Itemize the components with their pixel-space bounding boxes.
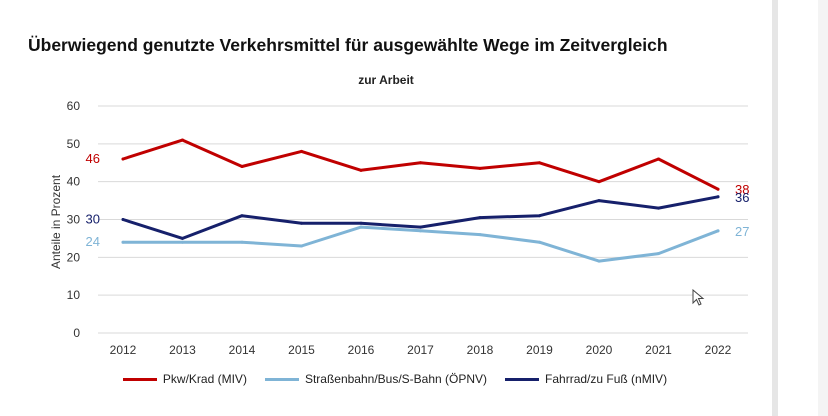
data-point-oepnv xyxy=(240,240,244,244)
data-point-oepnv xyxy=(716,229,720,233)
x-tick-label: 2016 xyxy=(348,343,375,357)
y-tick-label: 30 xyxy=(67,213,81,227)
start-label-miv: 46 xyxy=(86,151,100,166)
x-tick-label: 2021 xyxy=(645,343,672,357)
side-strip xyxy=(818,0,828,416)
data-point-miv xyxy=(359,168,363,172)
data-point-miv xyxy=(121,157,125,161)
y-tick-label: 20 xyxy=(67,250,81,264)
start-label-nmiv: 30 xyxy=(86,212,100,227)
legend-item-miv: Pkw/Krad (MIV) xyxy=(122,372,247,386)
end-label-oepnv: 27 xyxy=(735,224,749,239)
data-point-oepnv xyxy=(181,240,184,244)
x-axis-ticks: 2012 2013 2014 2015 2016 2017 2018 2019 2020 2021… xyxy=(110,343,732,357)
legend: Pkw/Krad (MIV) Straßenbahn/Bus/S-Bahn (ÖP… xyxy=(0,372,790,386)
legend-label: Pkw/Krad (MIV) xyxy=(162,372,247,386)
x-tick-label: 2017 xyxy=(407,343,434,357)
x-tick-label: 2014 xyxy=(229,343,256,357)
chart-subtitle: zur Arbeit xyxy=(358,73,414,87)
data-point-miv xyxy=(181,138,184,142)
data-point-nmiv xyxy=(419,225,422,229)
data-point-miv xyxy=(597,180,601,184)
legend-swatch xyxy=(122,377,157,381)
x-tick-label: 2022 xyxy=(705,343,732,357)
data-point-miv xyxy=(478,166,482,170)
end-label-miv: 38 xyxy=(735,182,749,197)
data-point-nmiv xyxy=(240,214,244,218)
data-point-miv xyxy=(419,161,422,165)
data-point-oepnv xyxy=(538,240,541,244)
data-point-miv xyxy=(538,161,541,165)
x-tick-label: 2013 xyxy=(169,343,196,357)
data-point-miv xyxy=(300,149,303,153)
data-point-nmiv xyxy=(181,236,184,240)
data-point-oepnv xyxy=(597,259,601,263)
legend-label: Straßenbahn/Bus/S-Bahn (ÖPNV) xyxy=(304,372,488,386)
x-tick-label: 2019 xyxy=(526,343,553,357)
series-lines xyxy=(121,138,720,263)
gridlines xyxy=(98,105,748,334)
data-point-nmiv xyxy=(716,195,720,199)
x-tick-label: 2012 xyxy=(110,343,137,357)
data-point-oepnv xyxy=(419,229,422,233)
legend-label: Fahrrad/zu Fuß (nMIV) xyxy=(545,372,668,386)
data-point-nmiv xyxy=(478,216,482,220)
data-point-nmiv xyxy=(300,221,303,225)
chart-title: Überwiegend genutzte Verkehrsmittel für … xyxy=(28,35,668,55)
x-tick-label: 2020 xyxy=(586,343,613,357)
data-point-nmiv xyxy=(657,206,660,210)
data-point-miv xyxy=(716,187,720,191)
data-point-nmiv xyxy=(359,221,363,225)
y-tick-label: 10 xyxy=(67,288,81,302)
data-point-nmiv xyxy=(121,218,125,221)
y-axis-title: Anteile in Prozent xyxy=(49,174,63,269)
data-point-nmiv xyxy=(538,214,541,218)
y-tick-label: 40 xyxy=(67,175,81,189)
data-point-oepnv xyxy=(359,225,363,229)
legend-item-nmiv: Fahrrad/zu Fuß (nMIV) xyxy=(505,372,667,386)
vertical-scrollbar[interactable] xyxy=(772,0,778,416)
data-point-miv xyxy=(657,157,660,161)
end-label-nmiv: 36 xyxy=(735,190,749,205)
y-axis-ticks: 0 10 20 30 40 50 60 xyxy=(67,99,81,340)
slide-background xyxy=(0,0,772,416)
legend-swatch xyxy=(264,377,299,381)
y-tick-label: 50 xyxy=(67,137,81,151)
data-point-oepnv xyxy=(300,244,303,248)
mouse-pointer-icon xyxy=(692,289,705,306)
data-labels: 46 38 24 27 30 36 xyxy=(86,151,750,249)
x-tick-label: 2018 xyxy=(467,343,494,357)
data-point-oepnv xyxy=(478,233,482,237)
y-tick-label: 0 xyxy=(73,326,80,340)
legend-item-oepnv: Straßenbahn/Bus/S-Bahn (ÖPNV) xyxy=(264,372,488,386)
start-label-oepnv: 24 xyxy=(86,234,100,249)
data-point-oepnv xyxy=(657,252,660,256)
y-tick-label: 60 xyxy=(67,99,81,113)
data-point-nmiv xyxy=(597,199,601,203)
legend-swatch xyxy=(505,377,540,381)
data-point-miv xyxy=(240,165,244,169)
data-point-oepnv xyxy=(121,240,125,244)
x-tick-label: 2015 xyxy=(288,343,315,357)
